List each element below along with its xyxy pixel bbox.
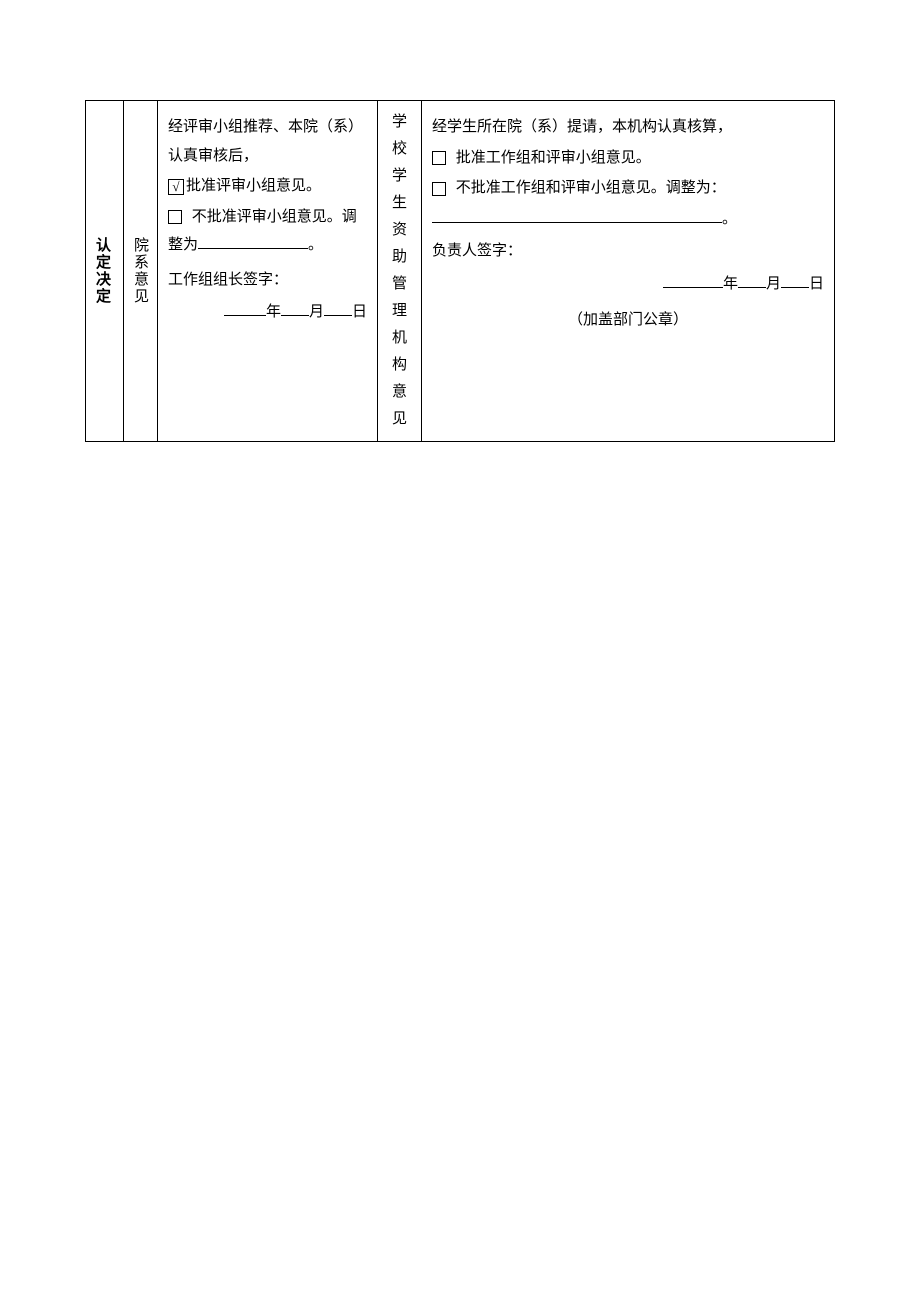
school-intro-text: 经学生所在院（系）提请，本机构认真核算， [432,113,824,142]
dept-sign-label: 工作组组长签字： [168,266,367,295]
dept-approve-row: √批准评审小组意见。 [168,172,367,201]
dept-reject-row: 不批准评审小组意见。调整为。 [168,203,367,260]
school-checkbox-approve-icon [432,151,446,165]
school-period: 。 [722,211,737,227]
school-date-line: 年月日 [432,270,824,299]
school-stamp-text: （加盖部门公章） [432,306,824,335]
school-year: 年 [723,276,738,292]
col4-label: 学校学生资助管理机构意见 [384,109,415,433]
school-approve-row: 批准工作组和评审小组意见。 [432,144,824,173]
approval-table: 认定决定 院系意见 经评审小组推荐、本院（系）认真审核后， √批准评审小组意见。… [85,100,835,442]
dept-period: 。 [308,237,323,253]
col4-header: 学校学生资助管理机构意见 [378,101,422,442]
dept-month-blank [281,301,309,316]
school-approve-text: 批准工作组和评审小组意见。 [456,150,651,166]
school-day-blank [781,273,809,288]
dept-month: 月 [309,304,324,320]
school-month: 月 [766,276,781,292]
dept-approve-text: 批准评审小组意见。 [186,178,321,194]
dept-day: 日 [352,304,367,320]
school-opinion-cell: 经学生所在院（系）提请，本机构认真核算， 批准工作组和评审小组意见。 不批准工作… [422,101,835,442]
school-month-blank [738,273,766,288]
school-adjust-line: 。 [432,205,824,234]
school-reject-row: 不批准工作组和评审小组意见。调整为： [432,174,824,203]
col2-label: 院系意见 [130,237,151,305]
col2-header: 院系意见 [124,101,158,442]
checkbox-approve-icon: √ [168,179,184,195]
dept-day-blank [324,301,352,316]
dept-intro-text: 经评审小组推荐、本院（系）认真审核后， [168,113,367,170]
school-year-blank [663,273,723,288]
school-day: 日 [809,276,824,292]
col1-header: 认定决定 [86,101,124,442]
col1-label: 认定决定 [92,237,113,305]
dept-year: 年 [266,304,281,320]
dept-opinion-cell: 经评审小组推荐、本院（系）认真审核后， √批准评审小组意见。 不批准评审小组意见… [158,101,378,442]
school-reject-text: 不批准工作组和评审小组意见。调整为： [456,180,726,196]
school-sign-label: 负责人签字： [432,237,824,266]
checkbox-reject-icon [168,210,182,224]
dept-date-line: 年月日 [168,298,367,327]
dept-adjust-blank [198,234,308,249]
school-adjust-blank [432,208,722,223]
dept-year-blank [224,301,266,316]
school-checkbox-reject-icon [432,182,446,196]
